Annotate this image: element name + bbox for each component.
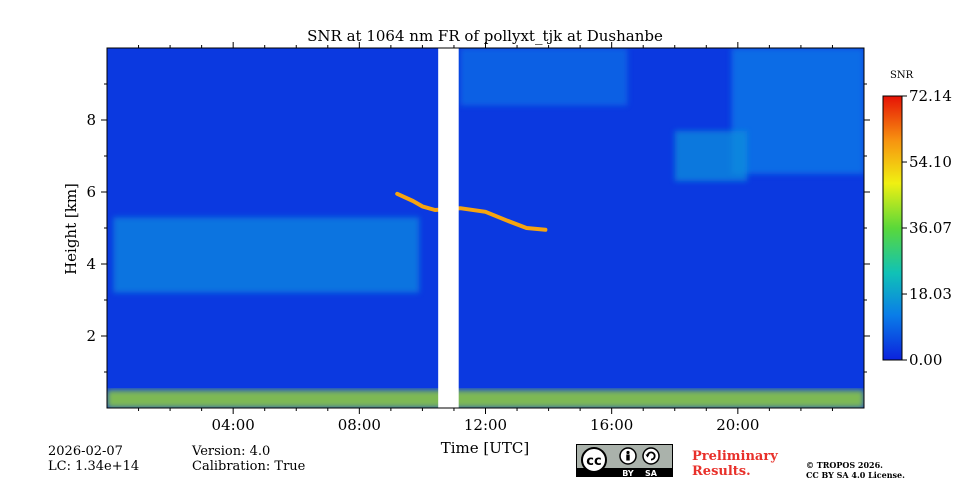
footer-lc: LC: 1.34e+14 [48,459,140,474]
colorbar [882,95,903,361]
copyright-line1: © TROPOS 2026. [806,460,883,470]
feature-surface-layer [107,390,864,408]
y-axis-label: Height [km] [62,183,80,275]
copyright-line2: CC BY SA 4.0 License. [806,470,905,480]
data-gap [438,48,459,408]
x-tick-label: 20:00 [716,416,759,434]
footer-date: 2026-02-07 [48,444,123,459]
feature-morning-aerosol-fringe [113,217,420,293]
chart-title: SNR at 1064 nm FR of pollyxt_tjk at Dush… [307,27,663,45]
colorbar-label: SNR [890,70,914,81]
colorbar-tick-label: 36.07 [909,219,952,237]
share-alike-icon [642,447,660,465]
y-tick-label: 4 [86,255,96,273]
x-tick-label: 08:00 [338,416,381,434]
x-axis-label: Time [UTC] [441,439,530,457]
cc-text: cc [586,454,601,469]
footer-version: Version: 4.0 [192,444,271,459]
footer-calibration: Calibration: True [192,459,306,474]
x-tick-label: 04:00 [212,416,255,434]
plot-area [107,48,864,408]
y-tick-label: 6 [86,183,96,201]
sa-text: SA [645,469,658,477]
by-text: BY [622,469,634,477]
y-tick-label: 8 [86,111,96,129]
y-tick-label: 2 [86,327,96,345]
cc-by-sa-license-badge: cc BY SA [576,444,673,477]
colorbar-tick-label: 18.03 [909,285,952,303]
feature-upper-thin-cloud-right [731,48,864,174]
feature-upper-thin-cloud-mid [674,130,748,182]
x-tick-label: 12:00 [464,416,507,434]
colorbar-tick-label: 0.00 [909,351,942,369]
feature-upper-cloud-wisps [460,48,628,106]
preliminary-notice-line1: Preliminary [692,449,778,464]
feature-cloud-layer [395,191,548,232]
colorbar-tick-label: 54.10 [909,153,952,171]
preliminary-notice-line2: Results. [692,464,751,479]
colorbar-tick-label: 72.14 [909,87,952,105]
x-tick-label: 16:00 [590,416,633,434]
